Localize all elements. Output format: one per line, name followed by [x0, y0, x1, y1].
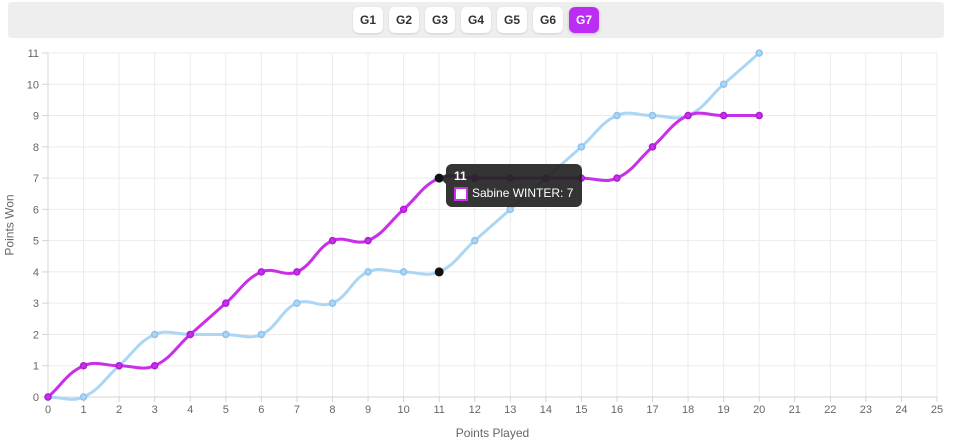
y-tick-label: 3 — [33, 298, 39, 310]
x-tick-label: 24 — [895, 404, 907, 416]
x-tick-label: 1 — [80, 404, 86, 416]
x-tick-label: 25 — [931, 404, 943, 416]
y-tick-label: 6 — [33, 204, 39, 216]
x-tick-label: 14 — [540, 404, 552, 416]
data-point-marker[interactable] — [577, 143, 586, 151]
data-point-marker[interactable] — [115, 361, 123, 370]
x-tick-label: 0 — [45, 404, 51, 416]
y-tick-label: 10 — [27, 79, 39, 91]
y-tick-label: 7 — [33, 173, 39, 185]
grid-lines — [47, 52, 938, 398]
chart-tooltip: 11 Sabine WINTER: 7 — [441, 164, 583, 207]
y-tick-label: 0 — [33, 392, 39, 404]
x-tick-label: 3 — [152, 404, 158, 416]
x-tick-label: 12 — [469, 404, 481, 416]
data-point-marker[interactable] — [328, 299, 337, 307]
x-tick-label: 15 — [575, 404, 587, 416]
tooltip-series-swatch — [454, 186, 468, 201]
x-tick-label: 8 — [329, 404, 335, 416]
data-point-marker[interactable] — [150, 330, 159, 339]
y-tick-label: 1 — [33, 361, 39, 373]
data-point-marker[interactable] — [328, 236, 337, 245]
x-tick-label: 5 — [223, 404, 229, 416]
game-button-g5[interactable]: G5 — [497, 7, 527, 33]
tick-labels: 0 1 2 3 4 5 6 7 8 9 10 11 12 13 14 15 16 17 18 19 20 21 22 23 24… — [27, 48, 943, 416]
data-point-marker[interactable] — [648, 111, 657, 120]
data-point-marker[interactable] — [222, 299, 230, 307]
y-tick-label: 9 — [33, 111, 39, 123]
game-button-g1[interactable]: G1 — [353, 7, 383, 33]
y-axis-title: Points Won — [3, 194, 17, 256]
data-point-marker[interactable] — [506, 205, 515, 214]
game-button-g7[interactable]: G7 — [569, 7, 599, 33]
x-tick-label: 9 — [365, 404, 371, 416]
data-point-marker[interactable] — [79, 393, 88, 401]
data-point-marker[interactable] — [470, 236, 479, 245]
data-point-marker[interactable] — [186, 330, 194, 339]
game-button-g4[interactable]: G4 — [461, 7, 491, 33]
tooltip-caret — [441, 174, 446, 184]
tooltip-title: 11 — [454, 169, 467, 183]
x-tick-label: 18 — [682, 404, 694, 416]
data-point-marker[interactable] — [364, 236, 372, 245]
game-button-g3[interactable]: G3 — [425, 7, 455, 33]
x-tick-label: 21 — [789, 404, 801, 416]
x-tick-label: 17 — [646, 404, 658, 416]
data-point-marker[interactable] — [79, 361, 88, 370]
data-point-marker[interactable] — [399, 268, 408, 276]
data-point-marker[interactable] — [719, 111, 728, 120]
x-tick-label: 23 — [860, 404, 872, 416]
data-point-marker[interactable] — [293, 268, 301, 276]
data-point-marker[interactable] — [613, 111, 621, 120]
game-selector-toolbar: G1 G2 G3 G4 G5 G6 G7 — [8, 2, 944, 38]
x-tick-label: 16 — [611, 404, 623, 416]
y-tick-label: 8 — [33, 142, 39, 154]
data-point-marker[interactable] — [222, 330, 230, 339]
x-tick-label: 13 — [504, 404, 516, 416]
data-point-marker[interactable] — [364, 268, 372, 276]
points-chart[interactable]: 0 1 2 3 4 5 6 7 8 9 10 11 12 13 14 15 16 17 18 19 20 21 22 23 24… — [0, 40, 960, 445]
y-tick-label: 2 — [33, 329, 39, 341]
y-tick-label: 5 — [33, 236, 39, 248]
game-button-g2[interactable]: G2 — [389, 7, 419, 33]
data-point-marker[interactable] — [719, 80, 728, 89]
data-point-marker[interactable] — [257, 330, 266, 339]
chart-canvas[interactable]: 0 1 2 3 4 5 6 7 8 9 10 11 12 13 14 15 16 17 18 19 20 21 22 23 24… — [0, 40, 960, 445]
game-button-g6[interactable]: G6 — [533, 7, 563, 33]
data-point-marker[interactable] — [293, 299, 301, 307]
x-tick-label: 6 — [258, 404, 264, 416]
tooltip-series-label: Sabine WINTER: 7 — [472, 186, 574, 200]
x-tick-label: 22 — [824, 404, 836, 416]
x-tick-label: 4 — [187, 404, 193, 416]
data-point-marker[interactable] — [613, 174, 621, 182]
data-point-marker[interactable] — [257, 268, 266, 276]
highlight-dot[interactable] — [434, 267, 444, 277]
x-tick-label: 10 — [397, 404, 409, 416]
x-tick-label: 11 — [433, 404, 444, 416]
data-point-marker[interactable] — [150, 361, 159, 370]
data-point-marker[interactable] — [648, 143, 657, 151]
x-tick-label: 20 — [753, 404, 765, 416]
axes — [42, 52, 938, 402]
x-axis-title: Points Played — [455, 426, 530, 440]
data-point-marker[interactable] — [684, 111, 692, 120]
data-point-marker[interactable] — [755, 111, 763, 120]
y-tick-label: 4 — [33, 267, 39, 279]
x-tick-label: 19 — [718, 404, 730, 416]
data-point-marker[interactable] — [755, 49, 763, 57]
tooltip-series-row: Sabine WINTER: 7 — [454, 186, 573, 201]
x-tick-label: 7 — [294, 404, 300, 416]
x-tick-label: 2 — [116, 404, 122, 416]
data-point-marker[interactable] — [44, 393, 52, 401]
data-point-marker[interactable] — [399, 205, 408, 214]
y-tick-label: 11 — [28, 48, 39, 60]
